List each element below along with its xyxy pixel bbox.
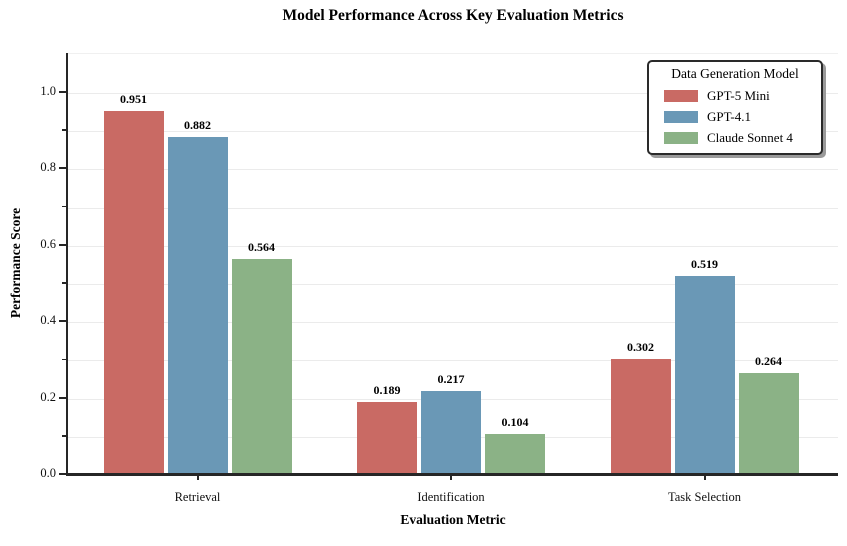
legend-title: Data Generation Model: [671, 66, 799, 81]
gridline: [68, 322, 838, 324]
y-tick: [59, 167, 66, 170]
bar-value-label: 0.189: [373, 382, 401, 397]
gridline: [68, 245, 838, 247]
bar-value-label: 0.302: [627, 339, 654, 354]
y-minor-tick: [62, 358, 66, 361]
bar-gpt-5-mini-task-selection: [610, 358, 671, 474]
legend-series-label: Claude Sonnet 4: [707, 129, 793, 145]
gridline: [68, 360, 838, 362]
legend-row: GPT-5 Mini: [649, 85, 821, 106]
gridline: [68, 169, 838, 171]
bar-value-label: 0.519: [691, 256, 718, 271]
bar-value-label: 0.882: [184, 118, 211, 133]
bar-gpt-5-mini-retrieval: [103, 110, 164, 474]
y-minor-tick: [62, 205, 66, 208]
x-tick: [450, 476, 452, 480]
bar-value-label: 0.104: [501, 415, 529, 430]
bar-gpt-4-1-identification: [421, 391, 481, 474]
bar-value-label: 0.217: [437, 372, 465, 387]
y-tick: [59, 396, 66, 399]
y-tick-label: 0.6: [40, 236, 56, 251]
y-minor-tick: [62, 282, 66, 284]
bar-value-label: 0.564: [248, 239, 275, 254]
y-axis-label: Performance Score: [8, 207, 23, 319]
x-tick-label-retrieval: Retrieval: [174, 490, 221, 504]
y-tick-label: 0.8: [40, 160, 56, 175]
x-tick: [196, 476, 199, 480]
legend-swatch: [664, 131, 698, 144]
x-tick: [703, 476, 706, 480]
x-tick-label-identification: Identification: [417, 490, 485, 504]
bar-claude-sonnet-4-task-selection: [738, 373, 799, 474]
y-tick-label: 1.0: [40, 84, 56, 98]
y-tick-label: 0.2: [40, 389, 56, 404]
gridline: [68, 284, 838, 285]
bar-claude-sonnet-4-retrieval: [231, 258, 292, 474]
y-tick-label: 0.0: [40, 466, 56, 480]
legend-swatch: [664, 89, 698, 102]
x-tick-label-task-selection: Task Selection: [667, 490, 742, 504]
x-axis-label: Evaluation Metric: [400, 512, 506, 527]
y-axis-spine: [66, 53, 68, 474]
y-tick: [59, 473, 66, 475]
y-minor-tick: [62, 435, 66, 437]
y-tick: [59, 320, 66, 323]
bar-value-label: 0.264: [755, 354, 782, 369]
legend-series-label: GPT-5 Mini: [707, 87, 770, 103]
x-axis-spine: [66, 473, 838, 476]
bar-value-label: 0.951: [120, 91, 147, 106]
bar-claude-sonnet-4-identification: [485, 434, 545, 474]
gridline: [68, 131, 838, 133]
y-tick: [59, 243, 66, 246]
legend-rows: GPT-5 Mini GPT-4.1 Claude Sonnet 4: [649, 85, 821, 148]
legend-series-label: GPT-4.1: [707, 108, 751, 124]
legend-row: Claude Sonnet 4: [649, 127, 821, 148]
legend-row: GPT-4.1: [649, 106, 821, 127]
bar-gpt-4-1-retrieval: [167, 137, 228, 474]
gridline: [68, 93, 838, 94]
legend: Data Generation Model GPT-5 Mini GPT-4.1 C…: [647, 60, 823, 155]
y-minor-tick: [62, 129, 66, 131]
chart-title: Model Performance Across Key Evaluation …: [282, 7, 624, 24]
bar-gpt-4-1-task-selection: [674, 275, 735, 474]
gridline: [68, 207, 838, 209]
y-tick: [59, 91, 66, 93]
bar-gpt-5-mini-identification: [357, 401, 417, 474]
y-tick-label: 0.4: [40, 313, 56, 328]
legend-swatch: [664, 110, 698, 123]
